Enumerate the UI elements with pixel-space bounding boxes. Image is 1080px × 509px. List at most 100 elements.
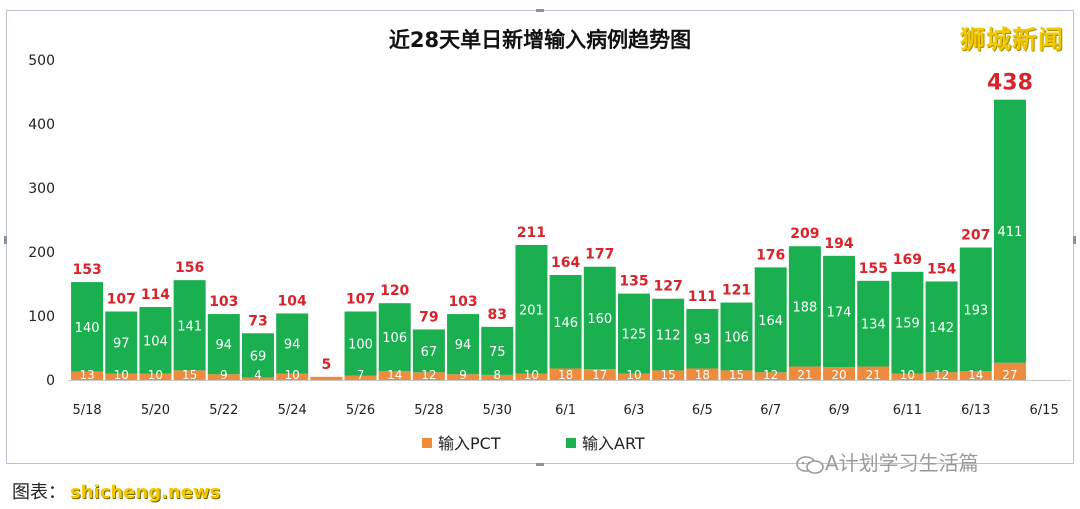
- data-label-pct: 9: [459, 368, 467, 382]
- total-label: 5: [321, 357, 331, 373]
- data-label-art: 93: [694, 333, 711, 348]
- bar-art: [720, 302, 753, 371]
- x-tick-label: 6/7: [760, 403, 781, 418]
- bar-art: [139, 307, 172, 374]
- y-tick-label: 0: [46, 373, 55, 389]
- data-label-art: 142: [929, 321, 954, 336]
- resize-handle-left[interactable]: [4, 236, 7, 244]
- bar-art: [891, 271, 924, 374]
- bar-pct: [823, 367, 856, 380]
- data-label-art: 104: [143, 334, 168, 349]
- data-label-pct: 15: [661, 368, 676, 382]
- data-label-pct: 7: [357, 368, 365, 382]
- legend-swatch-pct: [422, 438, 432, 448]
- data-label-art: 75: [489, 345, 506, 360]
- data-label-art: 160: [587, 312, 612, 327]
- x-tick-label: 5/24: [278, 403, 307, 418]
- data-label-pct: 10: [285, 368, 300, 382]
- bar-pct: [891, 373, 924, 380]
- bar-art: [583, 266, 616, 370]
- bar-art: [959, 247, 992, 372]
- data-label-art: 94: [284, 338, 301, 353]
- bar-art: [617, 293, 650, 374]
- bar-art: [549, 275, 582, 369]
- bar-art: [652, 298, 685, 371]
- x-tick-label: 6/11: [893, 403, 922, 418]
- bar-pct: [720, 370, 753, 380]
- total-label: 211: [517, 225, 546, 241]
- bar-art: [788, 246, 821, 367]
- bar-pct: [993, 362, 1026, 380]
- bar-pct: [310, 376, 343, 380]
- data-label-pct: 18: [695, 368, 710, 382]
- data-label-pct: 15: [182, 368, 197, 382]
- total-label: 83: [488, 307, 507, 323]
- data-label-art: 411: [998, 225, 1023, 240]
- source-caption: 图表： shicheng.news: [12, 478, 220, 504]
- resize-handle-right[interactable]: [1073, 236, 1076, 244]
- wechat-icon: [795, 455, 825, 475]
- bar-pct: [481, 374, 514, 380]
- data-label-pct: 9: [220, 368, 228, 382]
- bar-pct: [344, 375, 377, 380]
- bar-pct: [857, 366, 890, 380]
- x-tick-label: 5/20: [141, 403, 170, 418]
- bar-art: [105, 311, 138, 374]
- x-axis: 5/18 5/20 5/22 5/24 5/26 5/28 5/30 6/1 6/3 6/5 6/7…: [68, 380, 1072, 418]
- total-label: 111: [688, 289, 717, 305]
- y-tick-label: 300: [28, 181, 55, 197]
- y-tick-label: 500: [28, 53, 55, 69]
- data-label-pct: 12: [763, 368, 778, 382]
- bar-pct: [652, 370, 685, 380]
- x-tick-label: 6/5: [692, 403, 713, 418]
- data-label-pct: 20: [831, 368, 846, 382]
- data-label-art: 193: [963, 303, 988, 318]
- source-site: shicheng.news: [70, 482, 221, 503]
- data-label-pct: 15: [729, 368, 744, 382]
- bar-pct: [515, 373, 548, 380]
- bar-pct: [378, 371, 411, 380]
- data-label-art: 134: [861, 318, 886, 333]
- bar-pct: [788, 366, 821, 380]
- data-label-art: 106: [724, 330, 749, 345]
- total-label: 73: [248, 313, 267, 329]
- legend-label-art: 输入ART: [582, 434, 645, 453]
- bar-art: [925, 281, 958, 373]
- bar-art: [173, 280, 206, 371]
- data-label-art: 125: [622, 328, 647, 343]
- resize-handle-top[interactable]: [536, 9, 544, 12]
- bar-pct: [617, 373, 650, 380]
- data-label-art: 141: [177, 319, 202, 334]
- data-label-art: 69: [250, 349, 267, 364]
- data-label-art: 112: [656, 329, 681, 344]
- total-label: 135: [619, 274, 648, 290]
- bar-art: [378, 303, 411, 372]
- data-label-pct: 14: [387, 368, 402, 382]
- data-label-art: 67: [421, 345, 438, 360]
- x-tick-label: 5/18: [72, 403, 101, 418]
- wechat-watermark: A计划学习生活篇: [795, 447, 979, 476]
- total-label: 103: [209, 294, 238, 310]
- bar-pct: [412, 372, 445, 380]
- x-tick-label: 5/30: [483, 403, 512, 418]
- legend-swatch-art: [566, 438, 576, 448]
- bar-art: [71, 282, 104, 372]
- bar-pct: [276, 373, 309, 380]
- bar-pct: [139, 373, 172, 380]
- bar-pct: [207, 374, 240, 380]
- total-label: 121: [722, 283, 751, 299]
- bar-art: [207, 314, 240, 375]
- data-label-art: 106: [382, 331, 407, 346]
- x-tick-label: 5/22: [209, 403, 238, 418]
- data-label-art: 188: [792, 300, 817, 315]
- bar-pct: [959, 371, 992, 380]
- resize-handle-bottom[interactable]: [536, 463, 544, 466]
- total-label: 438: [987, 71, 1033, 96]
- data-label-art: 140: [75, 321, 100, 336]
- data-label-pct: 10: [900, 368, 915, 382]
- bar-pct: [754, 372, 787, 380]
- bar-art: [993, 99, 1026, 363]
- total-label: 107: [346, 292, 375, 308]
- total-label: 104: [278, 293, 307, 309]
- x-tick-label: 6/15: [1030, 403, 1059, 418]
